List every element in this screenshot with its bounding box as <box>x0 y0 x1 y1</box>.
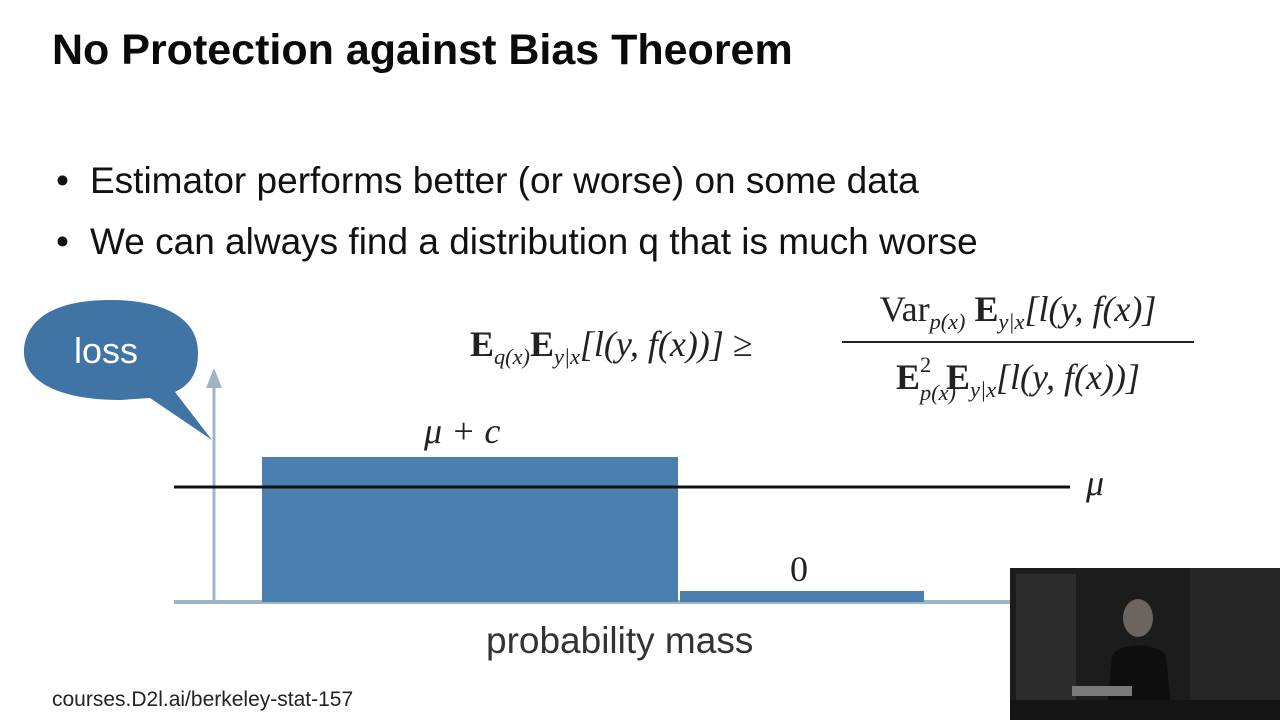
formula-lhs: Eq(x)Ey|x[l(y, f(x))] ≥ <box>470 323 753 370</box>
bar-mu-plus-c <box>262 457 678 602</box>
variance-symbol: Var <box>879 289 930 329</box>
bullet-dot: • <box>56 221 69 262</box>
wall-panel <box>1190 568 1280 720</box>
bullet-item: • Estimator performs better (or worse) on… <box>56 150 978 211</box>
loss-expression: [l(y, f(x))] <box>579 324 724 364</box>
mean-label: μ <box>1086 463 1105 503</box>
bar-label-mu-plus-c: μ + c <box>424 411 501 451</box>
x-axis-label: probability mass <box>486 620 754 661</box>
expectation-symbol: E <box>974 289 999 329</box>
fraction-numerator: Varp(x) Ey|x[l(y, f(x)] <box>842 283 1194 335</box>
footer-url: courses.D2l.ai/berkeley-stat-157 <box>52 688 354 711</box>
bullet-text: We can always find a distribution q that… <box>90 221 978 262</box>
desk <box>1010 700 1280 720</box>
y-axis-arrow-icon <box>206 368 222 388</box>
presenter-body <box>1106 645 1172 718</box>
expectation-symbol: E <box>470 324 495 364</box>
bullet-text: Estimator performs better (or worse) on … <box>90 160 919 201</box>
expectation-scripts: 2 p(x) <box>920 352 956 405</box>
bullet-dot: • <box>56 160 69 201</box>
loss-expression: [l(y, f(x)] <box>1024 289 1157 329</box>
formula-fraction: Varp(x) Ey|x[l(y, f(x)] E 2 p(x) Ey|x[l(y, … <box>842 283 1194 405</box>
variance-subscript: p(x) <box>929 308 966 334</box>
bullet-list: • Estimator performs better (or worse) on… <box>56 150 978 272</box>
expectation-superscript: 2 <box>920 352 932 377</box>
presenter-head <box>1123 599 1153 637</box>
expectation-symbol: E <box>946 357 971 397</box>
loss-expression: [l(y, f(x))] <box>996 357 1140 397</box>
expectation-subscript: y|x <box>970 376 997 402</box>
bar-label-zero: 0 <box>790 549 808 589</box>
fraction-denominator: E 2 p(x) Ey|x[l(y, f(x))] <box>842 351 1194 405</box>
presenter-video-frame <box>1010 568 1280 720</box>
laptop <box>1072 686 1132 696</box>
expectation-subscript: q(x) <box>494 343 530 369</box>
loss-speech-bubble <box>24 300 212 440</box>
expectation-symbol: E <box>896 357 921 397</box>
presenter-webcam <box>1010 568 1280 720</box>
loss-label: loss <box>74 330 139 371</box>
door-panel <box>1016 574 1076 720</box>
bullet-item: • We can always find a distribution q tha… <box>56 211 978 272</box>
expectation-symbol: E <box>529 324 554 364</box>
relation-symbol: ≥ <box>732 324 753 364</box>
expectation-subscript: y|x <box>553 343 580 369</box>
bar-zero <box>680 591 924 602</box>
fraction-bar <box>842 341 1194 343</box>
expectation-subscript: y|x <box>998 308 1025 334</box>
slide-title: No Protection against Bias Theorem <box>52 26 793 74</box>
expectation-subscript: p(x) <box>920 380 956 405</box>
